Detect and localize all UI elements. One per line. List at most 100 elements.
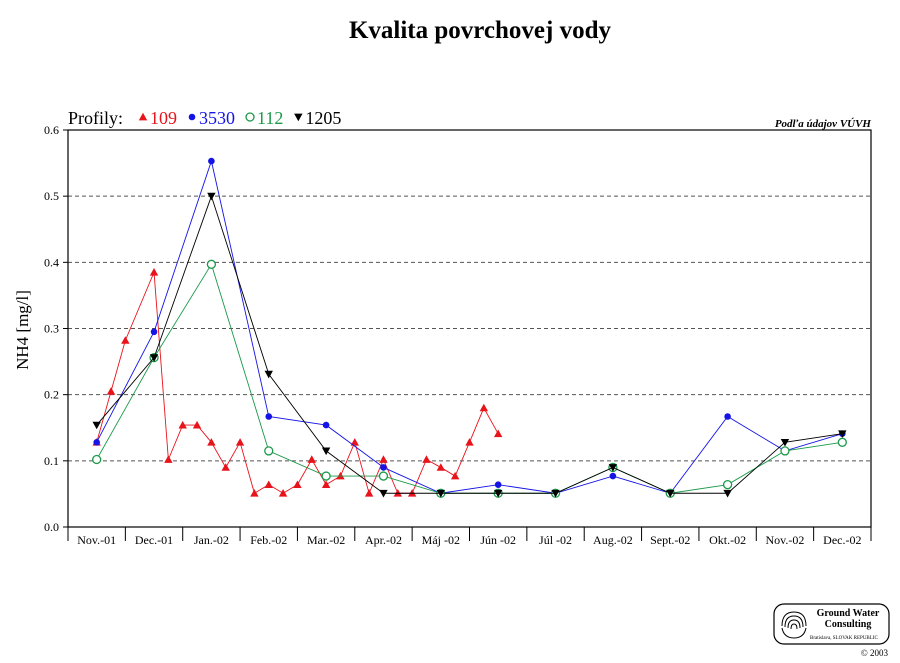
y-ticks: 0.0 0.1 0.2 0.3 0.4 0.5 0.6 [44,123,68,534]
data-point-3530 [265,413,273,420]
data-point-112 [206,259,217,269]
data-point-3530 [322,421,330,429]
series-layer [92,157,847,498]
x-tick-label: Aug.-02 [593,533,633,547]
data-point-3530 [93,439,100,446]
y-axis-label: NH4 [mg/l] [13,290,32,370]
x-tick-label: Dec.-02 [823,533,861,547]
series-line-3530 [96,159,843,494]
y-tick-label: 0.4 [44,255,59,269]
legend-marker-1205 [294,113,303,122]
data-point-1205 [436,489,446,498]
logo-line1: Ground Water [817,608,880,619]
x-ticks: Nov.-01 Dec.-01 Jan.-02 Feb.-02 Mar.-02 Apr.-… [67,527,872,547]
data-point-3530 [724,413,731,420]
data-point-1205 [780,438,790,447]
data-point-112 [722,480,733,490]
data-point-109 [465,438,474,446]
x-tick-label: Jan.-02 [194,533,229,547]
legend-marker-3530 [188,113,196,121]
series-1205 [92,192,847,498]
data-point-109 [493,429,503,438]
data-point-1205 [321,447,331,456]
legend-marker-112 [245,112,255,122]
x-tick-label: Sept.-02 [650,533,690,547]
x-tick-label: Apr.-02 [365,533,402,547]
data-point-1205 [551,489,560,498]
data-point-109 [436,463,446,471]
data-point-109 [479,403,489,412]
legend-prefix: Profily: [68,108,123,128]
data-point-109 [350,438,359,446]
chart-title: Kvalita povrchovej vody [349,17,612,44]
x-tick-label: Jún -02 [480,533,516,547]
data-point-109 [192,420,202,429]
data-point-109 [164,455,173,463]
legend-items: 109 3530 112 1205 [138,108,341,128]
data-point-109 [121,336,130,344]
grid [68,195,871,462]
data-point-112 [264,446,274,456]
series-line-109 [96,272,499,495]
x-tick-label: Júl -02 [539,533,572,547]
legend-label-109: 109 [150,108,177,128]
y-tick-label: 0.3 [44,322,59,336]
logo-line3: Bratislava, SLOVAK REPUBLIC [810,636,878,641]
data-point-112 [837,437,847,447]
company-logo: Ground Water Consulting Bratislava, SLOV… [773,603,890,645]
copyright: © 2003 [861,648,889,658]
series-112 [92,259,847,498]
series-109 [92,268,503,497]
legend-label-112: 112 [257,108,283,128]
series-line-1205 [96,194,843,494]
data-point-3530 [494,481,502,488]
data-point-109 [450,471,460,480]
data-point-109 [278,489,288,497]
data-point-3530 [380,464,387,471]
y-tick-label: 0.6 [44,123,59,137]
data-point-3530 [150,328,158,336]
data-point-1205 [92,421,101,430]
data-point-1205 [838,430,847,438]
legend-label-1205: 1205 [305,108,341,128]
data-point-112 [321,471,331,481]
legend-marker-109 [138,112,148,121]
x-tick-label: Feb.-02 [250,533,287,547]
data-point-1205 [723,489,732,498]
legend: Profily: 109 3530 112 1205 [68,108,341,128]
data-point-112 [780,446,790,456]
data-point-109 [207,438,216,446]
series-3530 [93,157,846,497]
x-tick-label: Nov.-02 [766,533,805,547]
data-point-109 [221,463,230,471]
data-point-109 [106,387,116,395]
x-tick-label: Okt.-02 [709,533,746,547]
data-point-1205 [207,192,216,201]
y-tick-label: 0.0 [44,520,59,534]
logo-frame [773,603,890,645]
data-point-109 [307,455,316,463]
x-tick-label: Máj -02 [422,533,460,547]
data-point-109 [422,455,431,463]
y-tick-label: 0.1 [44,454,59,468]
data-point-3530 [609,472,617,480]
data-point-1205 [666,489,675,498]
data-point-109 [264,480,273,489]
y-tick-label: 0.2 [44,388,59,402]
plot-frame [67,129,872,528]
x-tick-label: Dec.-01 [135,533,173,547]
fingerprint-icon [781,611,807,639]
source-note: Podľa údajov VÚVH [775,118,872,130]
data-point-109 [293,480,302,489]
x-tick-label: Mar.-02 [307,533,345,547]
logo-line2: Consulting [825,619,872,630]
data-point-109 [321,480,331,489]
data-point-109 [149,268,159,276]
data-point-1205 [264,370,273,379]
data-point-109 [178,420,187,429]
data-point-112 [92,454,102,465]
data-point-112 [378,471,389,481]
data-point-109 [379,455,388,463]
data-point-1205 [379,489,388,498]
